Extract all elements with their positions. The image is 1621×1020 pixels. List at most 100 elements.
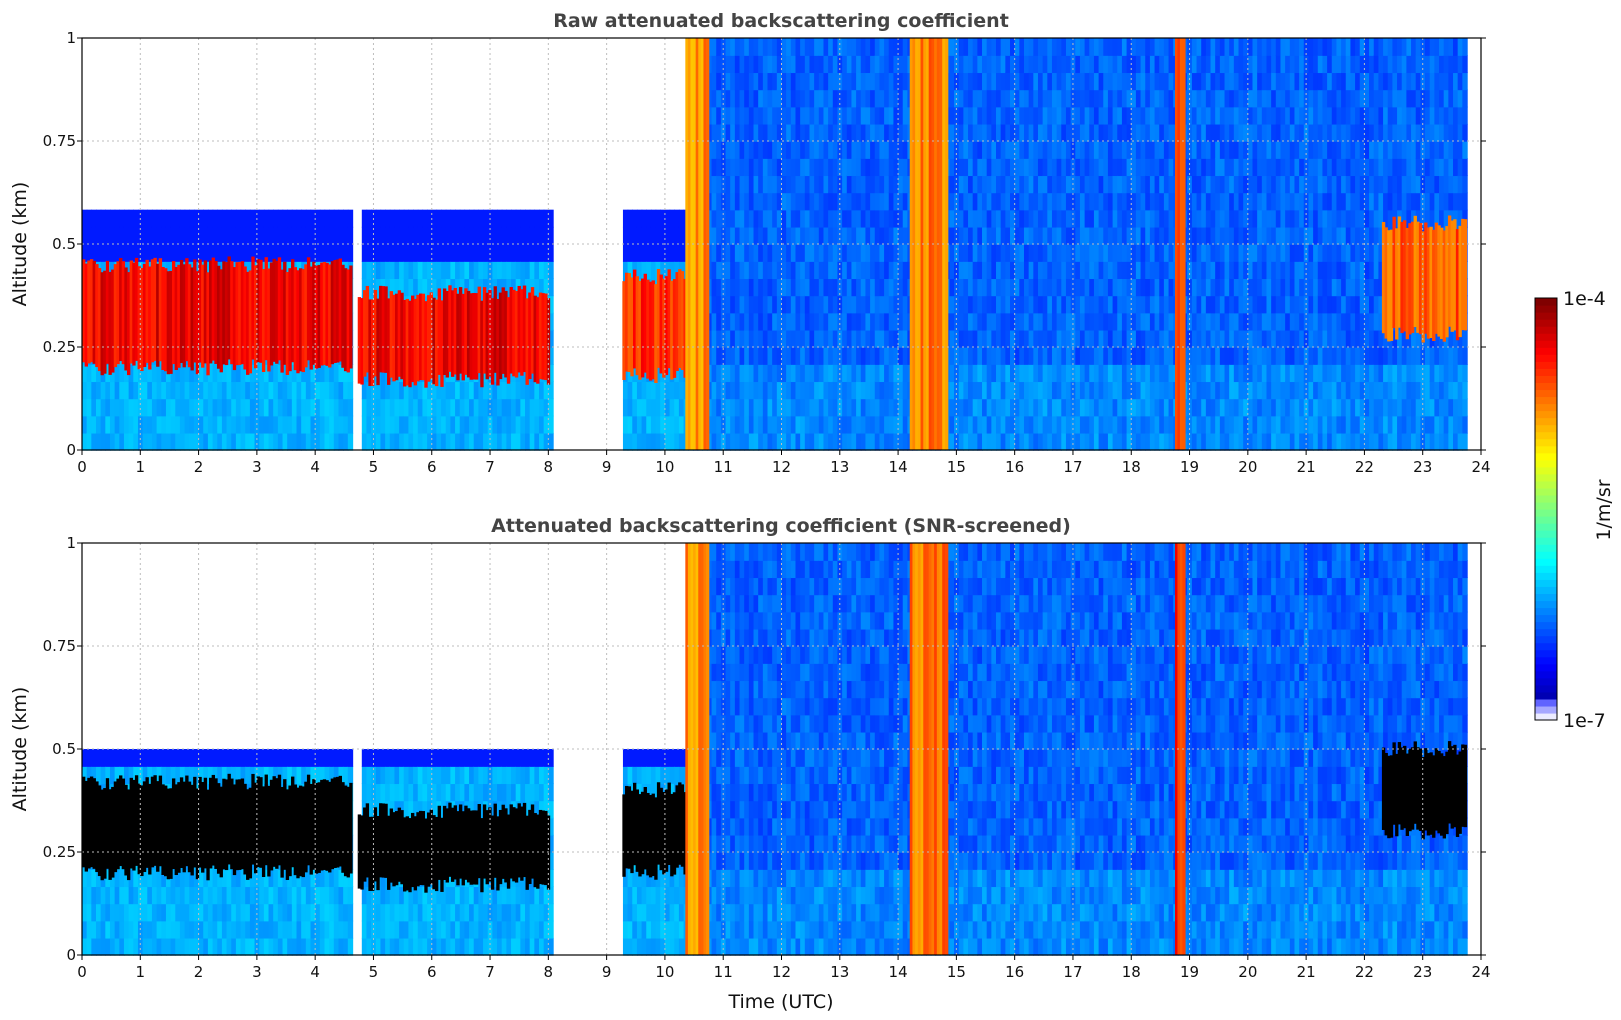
heatmap-cell	[632, 398, 638, 417]
heatmap-cell	[870, 364, 876, 383]
heatmap-cell	[1131, 347, 1137, 365]
heatmap-cell	[91, 415, 97, 434]
heatmap-cell	[1000, 226, 1007, 245]
heatmap-cell	[898, 106, 904, 125]
heatmap-cell	[1047, 312, 1053, 331]
heatmap-cell	[744, 398, 750, 417]
heatmap-cell	[529, 381, 536, 400]
heatmap-cell	[1135, 89, 1142, 108]
heatmap-cell	[846, 398, 853, 417]
heatmap-cell	[786, 123, 792, 142]
heatmap-cell	[1121, 89, 1128, 108]
heatmap-cell	[385, 226, 391, 245]
heatmap-cell	[1168, 55, 1174, 74]
heatmap-cell	[305, 432, 312, 451]
heatmap-cell	[1005, 244, 1011, 262]
heatmap-cell	[263, 432, 270, 451]
heatmap-cell	[1187, 398, 1193, 417]
heatmap-cell	[982, 55, 988, 74]
heatmap-cell	[455, 415, 461, 434]
heatmap-cell	[884, 295, 890, 314]
heatmap-cell	[1107, 158, 1114, 177]
heatmap-cell	[487, 398, 494, 417]
heatmap-cell	[996, 278, 1002, 297]
heatmap-cell	[1010, 381, 1016, 400]
heatmap-cell	[128, 209, 134, 228]
heatmap-cell	[1210, 192, 1216, 211]
heatmap-cell	[1149, 415, 1156, 434]
heatmap-cell	[1014, 295, 1021, 314]
heatmap-cell	[1107, 244, 1114, 262]
heatmap-cell	[991, 415, 997, 434]
heatmap-cell	[1079, 226, 1086, 245]
heatmap-cell	[408, 415, 414, 434]
heatmap-cell	[1229, 38, 1235, 56]
heatmap-cell	[1271, 89, 1277, 108]
heatmap-cell	[720, 347, 727, 365]
heatmap-cell	[1028, 278, 1035, 297]
heatmap-cell	[1107, 209, 1114, 228]
heatmap-cell	[1275, 106, 1282, 125]
heatmap-cell	[1154, 432, 1160, 451]
heatmap-cell	[842, 106, 848, 125]
heatmap-cell	[716, 38, 722, 56]
heatmap-cell	[1205, 312, 1212, 331]
heatmap-cell	[851, 72, 857, 91]
heatmap-cell	[1070, 106, 1076, 125]
heatmap-cell	[744, 364, 750, 383]
heatmap-cell	[1154, 72, 1160, 91]
heatmap-cell	[879, 381, 885, 400]
heatmap-cell	[543, 398, 550, 417]
heatmap-cell	[1010, 312, 1016, 331]
heatmap-cell	[804, 347, 811, 365]
heatmap-cell	[846, 106, 853, 125]
heatmap-cell	[1159, 312, 1165, 331]
heatmap-cell	[1140, 415, 1146, 434]
heatmap-cell	[525, 415, 531, 434]
heatmap-cell	[991, 106, 997, 125]
heatmap-cell	[986, 364, 993, 383]
heatmap-cell	[1033, 347, 1039, 365]
heatmap-cell	[1187, 432, 1193, 451]
heatmap-cell	[1014, 278, 1021, 297]
heatmap-cell	[655, 432, 661, 451]
heatmap-cell	[958, 192, 965, 211]
heatmap-cell	[1159, 244, 1165, 262]
heatmap-cell	[375, 226, 382, 245]
heatmap-cell	[860, 398, 867, 417]
heatmap-cell	[874, 38, 881, 56]
heatmap-cell	[706, 55, 713, 74]
heatmap-cell	[492, 364, 498, 383]
heatmap-cell	[1056, 38, 1062, 56]
heatmap-cell	[898, 347, 904, 365]
heatmap-cell	[1098, 261, 1104, 280]
heatmap-cell	[1023, 141, 1030, 159]
heatmap-cell	[343, 209, 349, 228]
heatmap-cell	[706, 278, 713, 297]
heatmap-cell	[963, 38, 969, 56]
heatmap-cell	[884, 158, 890, 177]
heatmap-cell	[1047, 158, 1053, 177]
heatmap-cell	[1289, 175, 1296, 194]
heatmap-cell	[1280, 244, 1286, 262]
heatmap-cell	[1140, 295, 1146, 314]
heatmap-cell	[189, 226, 195, 245]
heatmap-cell	[217, 415, 223, 434]
heatmap-cell	[1140, 72, 1146, 91]
heatmap-cell	[1145, 278, 1151, 297]
heatmap-cell	[800, 89, 806, 108]
heatmap-cell	[706, 415, 713, 434]
heatmap-cell	[1201, 244, 1207, 262]
heatmap-cell	[203, 381, 209, 400]
heatmap-cell	[706, 381, 713, 400]
heatmap-cell	[627, 381, 633, 400]
heatmap-column	[949, 38, 955, 451]
heatmap-cell	[968, 432, 974, 451]
heatmap-cell	[991, 55, 997, 74]
heatmap-cell	[823, 381, 829, 400]
heatmap-cell	[1201, 192, 1207, 211]
heatmap-cell	[958, 89, 965, 108]
heatmap-cell	[515, 432, 522, 451]
heatmap-cell	[758, 261, 764, 280]
heatmap-cell	[1033, 209, 1039, 228]
